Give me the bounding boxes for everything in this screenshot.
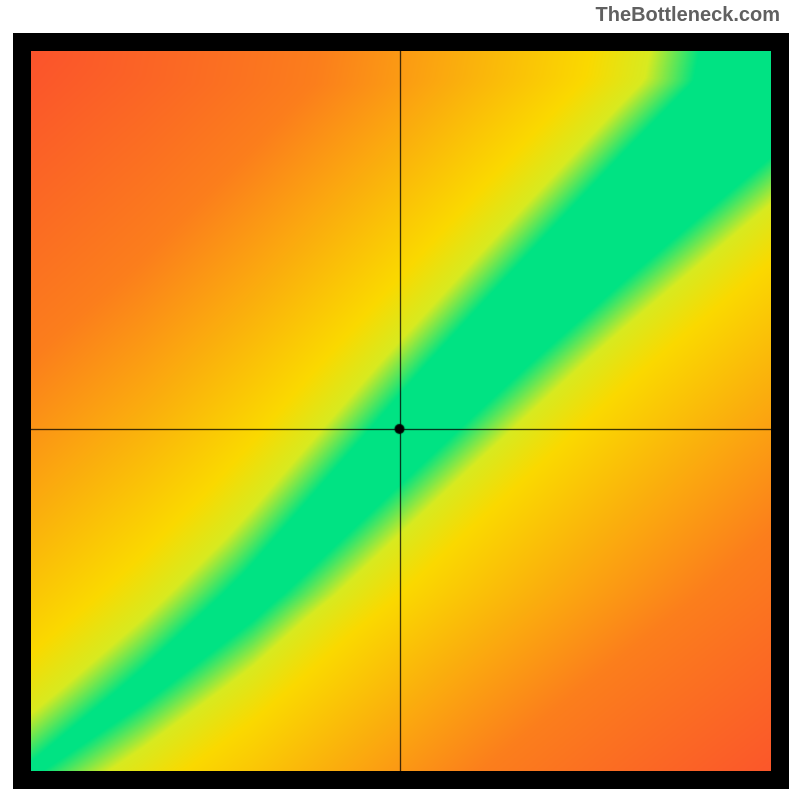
plot-frame: [13, 33, 789, 789]
watermark-text: TheBottleneck.com: [596, 4, 780, 27]
crosshair-overlay: [31, 51, 771, 771]
